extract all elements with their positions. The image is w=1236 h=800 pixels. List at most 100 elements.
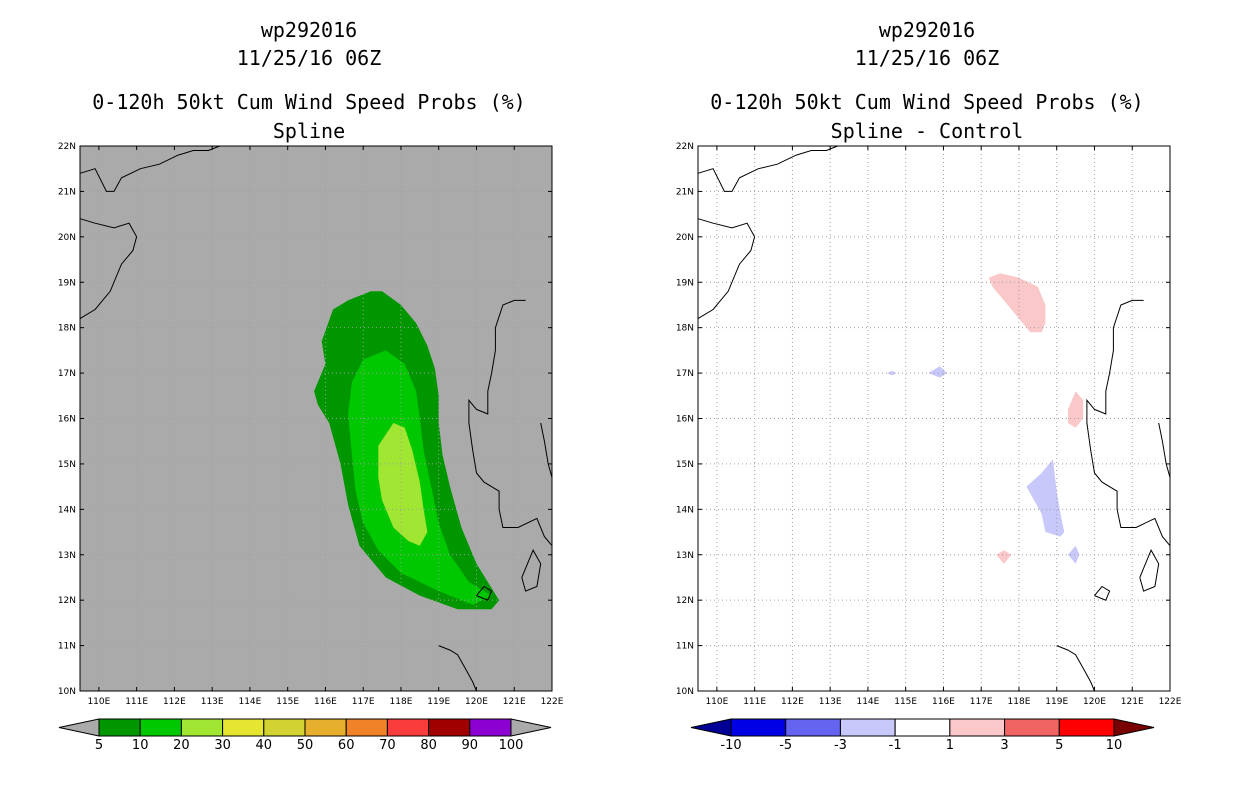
coastline [476,585,493,601]
x-tick-label: 117E [970,697,993,707]
colorbar-label: 40 [256,738,273,753]
y-tick-label: 19N [676,278,694,288]
chart-datetime: 11/25/16 06Z [236,46,382,70]
y-tick-label: 13N [58,551,76,561]
y-tick-label: 15N [676,460,694,470]
x-tick-label: 111E [743,697,766,707]
colorbar-swatch [949,718,1006,737]
x-tick-label: 119E [1045,697,1068,707]
colorbar-swatch [98,718,141,737]
chart-subtitle: Spline - Control [830,119,1024,143]
colorbar-swatch [304,718,347,737]
y-tick-label: 13N [676,551,694,561]
x-tick-label: 121E [503,697,526,707]
colorbar-swatch [894,718,951,737]
y-tick-label: 11N [58,642,76,652]
x-tick-label: 116E [932,697,955,707]
colorbar-label: -5 [779,738,792,753]
colorbar-label: 5 [95,738,103,753]
x-tick-label: 113E [201,697,224,707]
coastline [1158,422,1171,478]
y-tick-label: 10N [676,687,694,697]
y-tick-label: 17N [676,369,694,379]
coastline [79,218,138,320]
colorbar-label: -10 [720,738,741,753]
x-tick-label: 112E [781,697,804,707]
x-tick-label: 121E [1121,697,1144,707]
right-chart-panel: wp292016 11/25/16 06Z 0-120h 50kt Cum Wi… [618,0,1236,800]
x-tick-label: 110E [87,697,110,707]
colorbar-label: 20 [173,738,190,753]
contour-level-20 [378,423,428,546]
x-tick-label: 111E [125,697,148,707]
y-tick-label: 22N [676,142,694,152]
left-chart-svg: 110E 111E 112E 113E 114E 115E 116E 117E 118E 119E… [58,142,564,753]
x-tick-label: 117E [352,697,375,707]
coastline [1094,585,1111,601]
y-tick-label: 11N [676,642,694,652]
x-tick-label: 114E [856,697,879,707]
coastline [468,299,553,547]
right-chart-svg: 110E 111E 112E 113E 114E 115E 116E 117E 118E 119E… [676,142,1182,753]
y-tick-label: 14N [676,505,694,515]
contour-level--1 [1068,545,1080,564]
x-tick-label: 113E [819,697,842,707]
y-tick-label: 16N [676,415,694,425]
x-tick-label: 120E [465,697,488,707]
coastline [438,645,477,692]
coastline [79,145,220,192]
coastline [1086,299,1171,547]
colorbar-label: 1 [946,738,954,753]
y-tick-label: 16N [58,415,76,425]
x-tick-label: 115E [276,697,299,707]
chart-subtitle: Spline [272,119,346,143]
colorbar-label: 30 [214,738,231,753]
y-tick-label: 20N [58,233,76,243]
coastline [697,218,756,320]
y-tick-label: 21N [676,187,694,197]
colorbar-swatch [785,718,841,737]
colorbar-swatch [730,718,787,737]
x-tick-label: 115E [894,697,917,707]
colorbar-label: 10 [132,738,149,753]
y-tick-label: 20N [676,233,694,243]
colorbar-swatch [428,718,471,737]
contour-level-1 [1068,391,1084,428]
colorbar-label: 5 [1055,738,1063,753]
x-tick-label: 119E [427,697,450,707]
chart-datetime: 11/25/16 06Z [854,46,1000,70]
y-tick-label: 10N [58,687,76,697]
contour-level--1 [886,370,897,376]
x-tick-label: 110E [705,697,728,707]
x-tick-label: 112E [163,697,186,707]
colorbar-end-right [1113,718,1155,737]
colorbar-swatch [386,718,430,737]
colorbar-label: 50 [297,738,314,753]
chart-storm-id: wp292016 [878,18,976,42]
contour-level--1 [928,366,948,378]
colorbar-label: 80 [420,738,437,753]
contour-level-1 [988,273,1046,333]
x-tick-label: 114E [238,697,261,707]
colorbar-end-left [690,718,732,737]
colorbar-swatch [345,718,388,737]
y-tick-label: 12N [58,596,76,606]
x-tick-label: 116E [314,697,337,707]
x-tick-label: 122E [541,697,564,707]
colorbar-end-left [58,718,100,737]
y-tick-label: 18N [676,324,694,334]
x-tick-label: 118E [1008,697,1031,707]
chart-title: 0-120h 50kt Cum Wind Speed Probs (%) [710,90,1144,114]
x-tick-label: 118E [390,697,413,707]
contour-level--1 [1026,459,1065,537]
colorbar-label: 90 [462,738,479,753]
colorbar-label: 3 [1000,738,1008,753]
coastline [1139,549,1160,592]
y-tick-label: 19N [58,278,76,288]
y-tick-label: 18N [58,324,76,334]
colorbar-label: 10 [1106,738,1123,753]
colorbar-swatch [1004,718,1060,737]
colorbar-end-right [510,718,552,737]
coastline [1056,645,1095,692]
colorbar-label: -1 [889,738,902,753]
